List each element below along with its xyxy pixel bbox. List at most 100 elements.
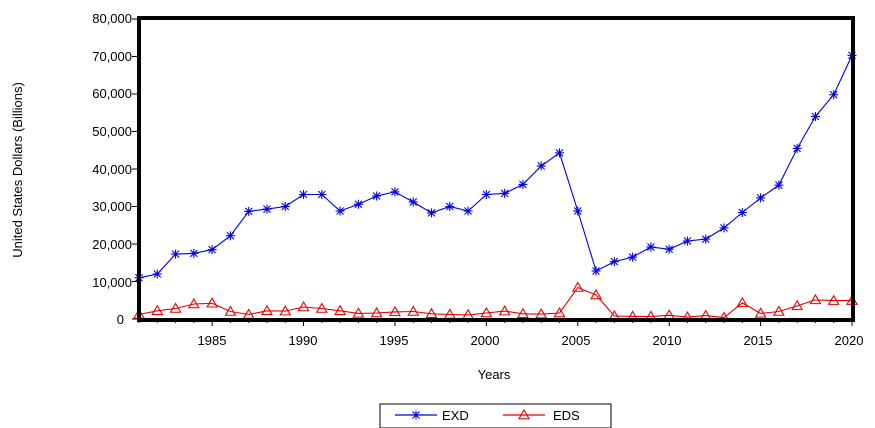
data-point-eds — [809, 293, 822, 305]
data-point-exd — [737, 208, 747, 217]
x-tick-label: 2005 — [562, 333, 591, 348]
data-point-eds — [535, 308, 548, 319]
legend-eds-symbol — [518, 408, 530, 420]
data-point-eds — [279, 305, 292, 316]
x-tick-label: 2010 — [653, 333, 682, 348]
data-point-exd — [244, 206, 254, 216]
x-axis-title: Years — [478, 367, 511, 382]
axis-ticks — [132, 18, 853, 326]
y-tick-label: 20,000 — [92, 237, 132, 252]
x-tick-label: 1990 — [289, 333, 318, 348]
y-tick-labels: 80,000 70,000 60,000 50,000 40,000 30,00… — [92, 11, 132, 327]
legend-exd-label: EXD — [442, 408, 469, 423]
data-point-exd — [372, 191, 382, 201]
data-point-exd — [427, 208, 437, 218]
y-tick-label: 60,000 — [92, 86, 132, 101]
data-point-eds — [224, 305, 237, 316]
data-point-exd — [573, 206, 583, 216]
y-tick-label: 30,000 — [92, 199, 132, 214]
data-point-exd — [774, 180, 784, 190]
legend-exd-marker — [411, 410, 421, 420]
x-tick-label: 1995 — [380, 333, 409, 348]
data-point-exd — [646, 242, 656, 252]
series-eds — [133, 281, 858, 322]
series-line-exd — [138, 55, 853, 279]
data-point-exd — [262, 204, 272, 214]
data-point-eds — [663, 309, 676, 320]
data-point-exd — [628, 252, 638, 262]
data-point-eds — [553, 306, 566, 318]
y-tick-label: 70,000 — [92, 49, 132, 64]
y-tick-label: 50,000 — [92, 124, 132, 139]
y-axis-title: United States Dollars (Billions) — [10, 82, 25, 258]
data-point-exd — [390, 187, 400, 197]
data-point-exd — [299, 190, 309, 199]
data-point-exd — [189, 248, 199, 258]
data-point-eds — [315, 302, 328, 313]
data-point-eds — [425, 307, 438, 319]
x-tick-label: 2000 — [471, 333, 500, 348]
data-point-exd — [225, 231, 235, 241]
data-point-exd — [792, 143, 802, 153]
data-point-eds — [206, 297, 219, 308]
data-point-exd — [554, 148, 564, 158]
data-point-exd — [518, 179, 528, 189]
data-point-exd — [481, 190, 491, 199]
y-tick-label: 80,000 — [92, 11, 132, 26]
data-point-eds — [791, 299, 804, 311]
data-point-exd — [408, 197, 418, 207]
data-point-exd — [810, 112, 820, 121]
data-point-eds — [169, 302, 182, 313]
data-point-exd — [280, 202, 290, 211]
legend: EXD EDS — [379, 403, 612, 428]
data-point-eds — [407, 305, 420, 316]
x-tick-label: 1985 — [198, 333, 227, 348]
data-point-eds — [370, 306, 383, 318]
x-tick-labels: 1985 1990 1995 2000 2005 2010 2015 2020 — [198, 333, 864, 348]
plot-frame — [137, 16, 855, 322]
data-point-exd — [317, 190, 327, 199]
data-point-exd — [701, 234, 711, 244]
legend-eds-label: EDS — [553, 408, 580, 423]
data-point-eds — [772, 305, 785, 316]
data-point-exd — [500, 188, 510, 198]
data-point-exd — [609, 257, 619, 267]
data-point-eds — [516, 307, 529, 319]
data-point-exd — [536, 161, 546, 171]
data-point-exd — [682, 236, 692, 246]
x-tick-label: 2015 — [744, 333, 773, 348]
legend-exd-symbol — [411, 410, 421, 420]
data-point-exd — [171, 249, 181, 259]
y-tick-label: 10,000 — [92, 275, 132, 290]
data-point-eds — [261, 304, 273, 316]
data-point-eds — [187, 297, 200, 309]
data-point-eds — [151, 304, 164, 316]
data-point-eds — [389, 305, 401, 317]
data-point-exd — [445, 202, 455, 211]
data-point-exd — [591, 266, 601, 276]
data-point-exd — [756, 193, 766, 203]
data-point-exd — [335, 206, 345, 216]
data-point-eds — [754, 307, 767, 318]
series-exd — [134, 50, 857, 283]
data-point-eds — [297, 300, 310, 312]
legend-box — [379, 403, 612, 428]
data-point-exd — [353, 199, 363, 209]
data-point-exd — [152, 269, 162, 279]
data-point-eds — [571, 281, 584, 292]
data-point-exd — [829, 90, 839, 100]
y-tick-label: 40,000 — [92, 162, 132, 177]
data-point-eds — [480, 306, 493, 318]
y-tick-label: 0 — [117, 312, 124, 327]
plot-area — [132, 16, 858, 326]
series-line-eds — [138, 286, 852, 319]
data-point-exd — [719, 223, 729, 233]
legend-eds-marker — [518, 408, 530, 420]
data-point-eds — [736, 296, 749, 308]
data-point-eds — [827, 294, 840, 305]
data-point-eds — [498, 305, 511, 316]
x-tick-label: 2020 — [835, 333, 864, 348]
data-point-eds — [590, 288, 602, 300]
data-point-eds — [352, 307, 365, 318]
